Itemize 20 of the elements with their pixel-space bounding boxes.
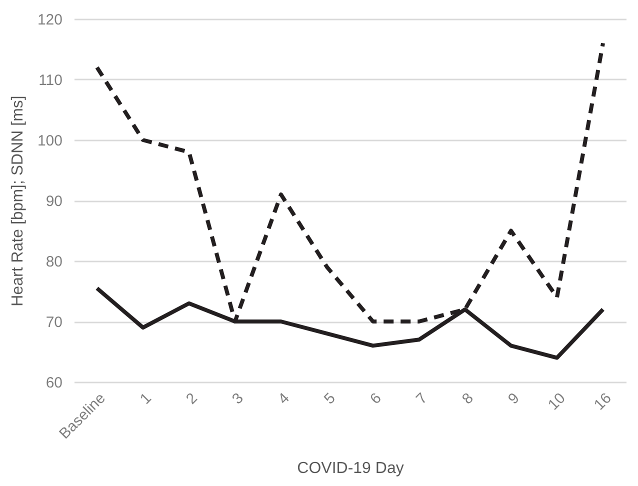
x-axis-title: COVID-19 Day — [297, 460, 404, 477]
x-tick-label: 9 — [504, 390, 523, 408]
y-axis-title: Heart Rate [bpm]; SDNN [ms] — [9, 96, 26, 306]
y-tick-label: 70 — [46, 314, 62, 331]
x-tick-label: 4 — [274, 390, 293, 408]
x-tick-label: 10 — [544, 390, 569, 414]
x-tick-label: 2 — [182, 390, 201, 408]
x-tick-label: 5 — [320, 390, 339, 408]
x-tick-label: 6 — [366, 390, 385, 408]
y-tick-label: 100 — [37, 132, 62, 150]
x-tick-label: 1 — [136, 390, 155, 408]
y-tick-label: 120 — [37, 12, 62, 28]
x-tick-label: 8 — [458, 390, 477, 408]
y-tick-label: 60 — [46, 374, 62, 392]
x-tick-label: 16 — [590, 390, 615, 414]
y-tick-label: 80 — [46, 254, 62, 270]
y-tick-label: 90 — [46, 193, 62, 210]
x-tick-label: 3 — [228, 390, 247, 408]
y-tick-label: 110 — [38, 72, 62, 89]
x-tick-label: 7 — [412, 390, 431, 408]
